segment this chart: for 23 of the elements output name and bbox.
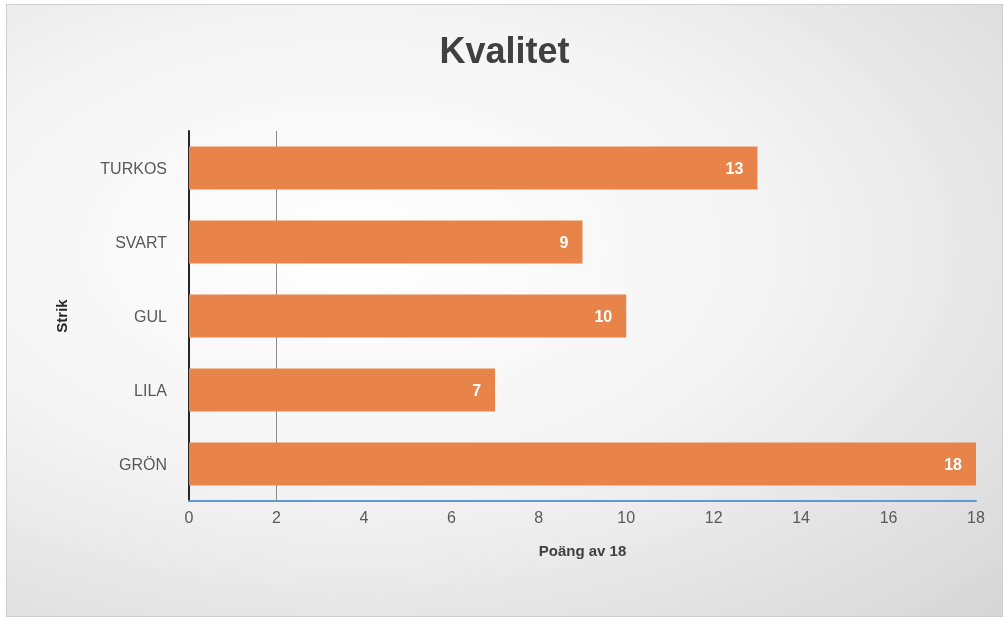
data-label: 10	[594, 307, 613, 325]
y-tick-label: LILA	[134, 381, 168, 399]
x-tick-label: 8	[534, 508, 544, 526]
y-tick-label: TURKOS	[100, 159, 167, 177]
y-tick-label: GRÖN	[119, 455, 167, 473]
x-tick-label: 18	[967, 508, 985, 526]
x-tick-label: 6	[446, 508, 456, 526]
x-tick-label: 4	[359, 508, 369, 526]
x-tick-label: 12	[704, 508, 723, 526]
y-tick-label: GUL	[134, 307, 168, 325]
y-tick-label: SVART	[115, 233, 168, 251]
x-tick-label: 0	[184, 508, 194, 526]
data-label: 13	[725, 159, 744, 177]
data-label: 9	[559, 233, 569, 251]
x-axis-title: Poäng av 18	[538, 542, 627, 559]
x-tick-label: 2	[271, 508, 281, 526]
data-label: 7	[472, 381, 482, 399]
data-label: 18	[944, 455, 963, 473]
x-tick-label: 14	[792, 508, 811, 526]
chart-title: Kvalitet	[439, 29, 570, 71]
x-tick-label: 16	[879, 508, 898, 526]
x-tick-label: 10	[617, 508, 636, 526]
y-axis-title: Strik	[53, 298, 70, 333]
